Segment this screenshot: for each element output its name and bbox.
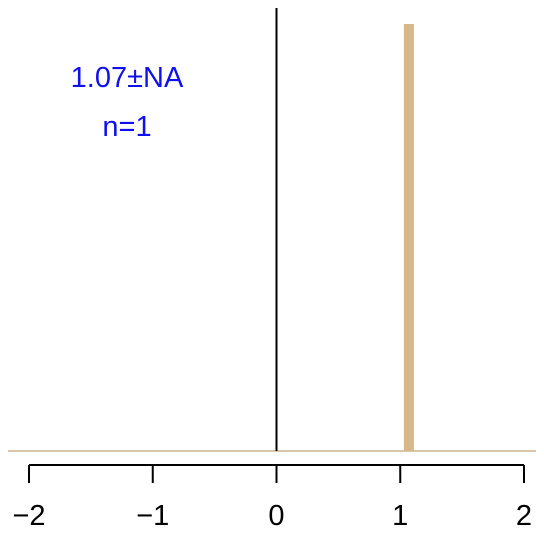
x-tick-label: 0 xyxy=(268,500,284,532)
count-annotation: n=1 xyxy=(102,111,151,143)
x-tick-label: 2 xyxy=(516,500,532,532)
x-axis: −2 −1 0 1 2 xyxy=(12,464,532,532)
x-tick-label: 1 xyxy=(392,500,408,532)
x-tick-label: −1 xyxy=(136,500,169,532)
bar xyxy=(403,24,414,451)
x-tick-labels: −2 −1 0 1 2 xyxy=(12,500,532,532)
mean-annotation: 1.07±NA xyxy=(71,62,184,94)
bars xyxy=(403,24,414,451)
x-tick-label: −2 xyxy=(12,500,45,532)
x-ticks xyxy=(28,465,525,483)
